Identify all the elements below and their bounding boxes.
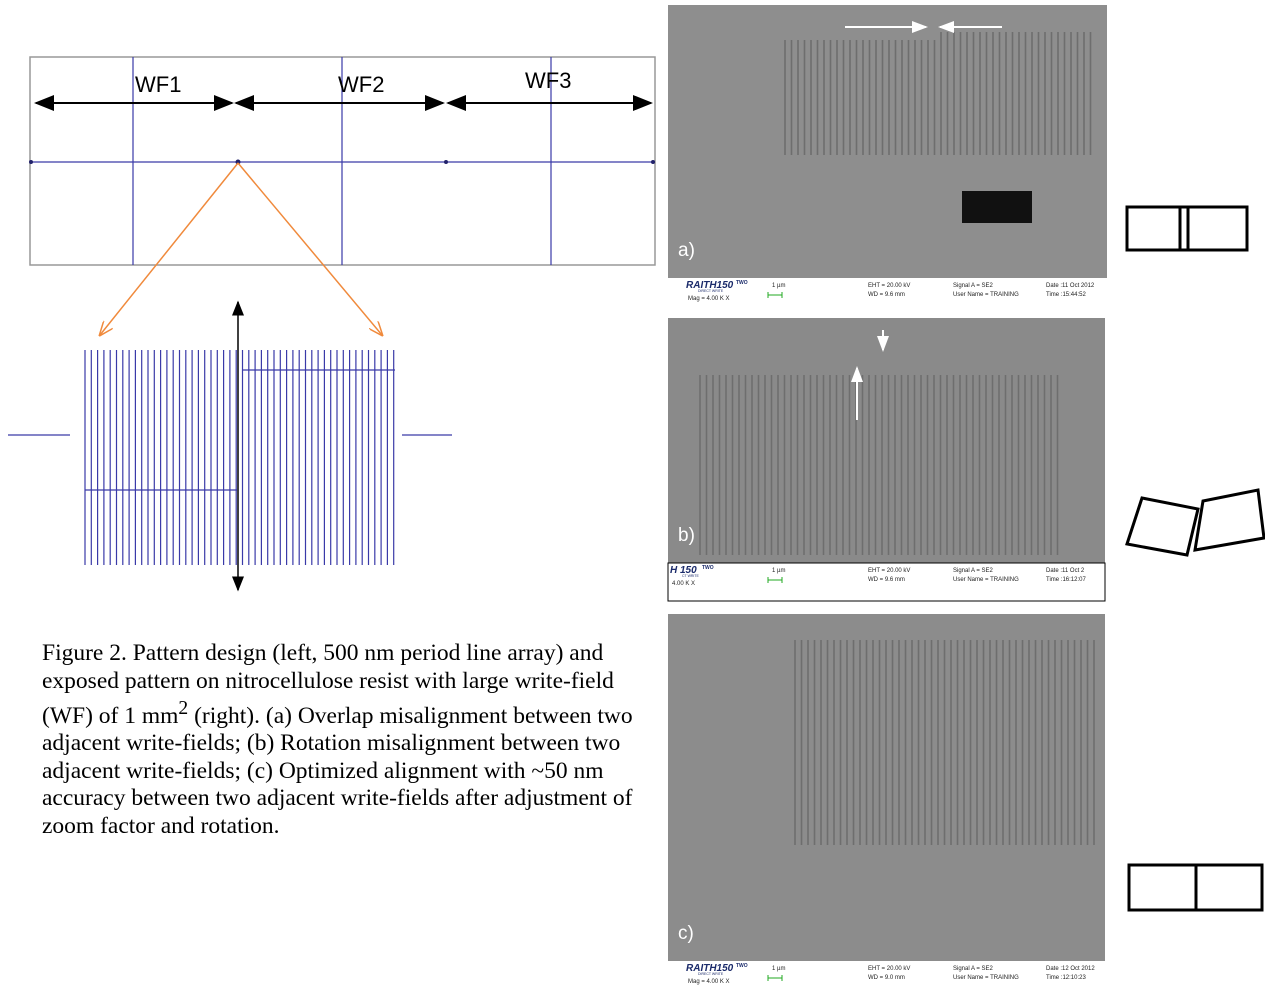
info-brand: H 150 (670, 565, 697, 576)
info-tagline: DIRECT WRITE (698, 972, 724, 976)
info-signal: Signal A = SE2 (953, 568, 994, 574)
info-scale: 1 µm (772, 568, 785, 574)
info-mag: Mag = 4.00 K X (688, 296, 730, 302)
info-brand-sup: TWO (736, 280, 748, 286)
info-time: Time :15:44:52 (1046, 292, 1086, 298)
info-wd: WD = 9.6 mm (868, 577, 905, 583)
caption-text: (right). (a) Overlap misalignment betwee… (42, 702, 633, 839)
sem-panel: a) RAITH150 TWO DIRECT WRITE Mag = 4.00 K X 1… (668, 5, 1107, 302)
info-tagline: DIRECT WRITE (698, 289, 724, 293)
info-time: Time :16:12:07 (1046, 577, 1086, 583)
info-bar (667, 562, 1106, 602)
panel-label: c) (678, 923, 694, 944)
scale-bar (767, 577, 783, 583)
info-bar (668, 278, 1107, 302)
info-eht: EHT = 20.00 kV (868, 568, 910, 574)
schematic-icons (1125, 205, 1265, 912)
panel-label: b) (678, 525, 695, 546)
info-signal: Signal A = SE2 (953, 283, 994, 289)
info-date: Date :11 Oct 2 (1046, 568, 1085, 574)
info-date: Date :12 Oct 2012 (1046, 966, 1095, 972)
caption-text: Figure 2. Pattern design (left, 500 nm p… (42, 640, 614, 729)
panel-label: a) (678, 240, 695, 261)
write-field-label: WF2 (338, 72, 384, 97)
figure-caption: Figure 2. Pattern design (left, 500 nm p… (42, 640, 667, 840)
info-eht: EHT = 20.00 kV (868, 283, 910, 289)
info-scale: 1 µm (772, 966, 785, 972)
info-mag: 4.00 K X (672, 581, 695, 587)
info-user: User Name = TRAINING (953, 975, 1019, 981)
sem-image (668, 5, 1107, 278)
info-user: User Name = TRAINING (953, 577, 1019, 583)
info-eht: EHT = 20.00 kV (868, 966, 910, 972)
info-bar (668, 961, 1105, 988)
overlay-box (962, 191, 1032, 223)
sem-image (668, 318, 1105, 563)
info-wd: WD = 9.6 mm (868, 292, 905, 298)
info-tagline: CT WRITE (682, 574, 700, 578)
info-brand: RAITH150 (686, 963, 734, 974)
write-field-label: WF1 (135, 72, 181, 97)
caption-superscript: 2 (178, 698, 189, 719)
info-mag: Mag = 4.00 K X (688, 979, 730, 985)
info-brand-sup: TWO (736, 963, 748, 969)
info-wd: WD = 9.0 mm (868, 975, 905, 981)
write-field-label: WF3 (525, 68, 571, 93)
info-signal: Signal A = SE2 (953, 966, 994, 972)
info-scale: 1 µm (772, 283, 785, 289)
scale-bar (767, 292, 783, 298)
scale-bar (767, 975, 783, 981)
sem-panel: c) RAITH150 TWO DIRECT WRITE Mag = 4.00 K X 1… (668, 614, 1105, 988)
info-user: User Name = TRAINING (953, 292, 1019, 298)
info-brand-sup: TWO (702, 565, 714, 571)
info-time: Time :12:10:23 (1046, 975, 1086, 981)
pattern-design: WF1 WF2 WF3 (8, 56, 656, 592)
info-date: Date :11 Oct 2012 (1046, 283, 1095, 289)
info-brand: RAITH150 (686, 280, 734, 291)
